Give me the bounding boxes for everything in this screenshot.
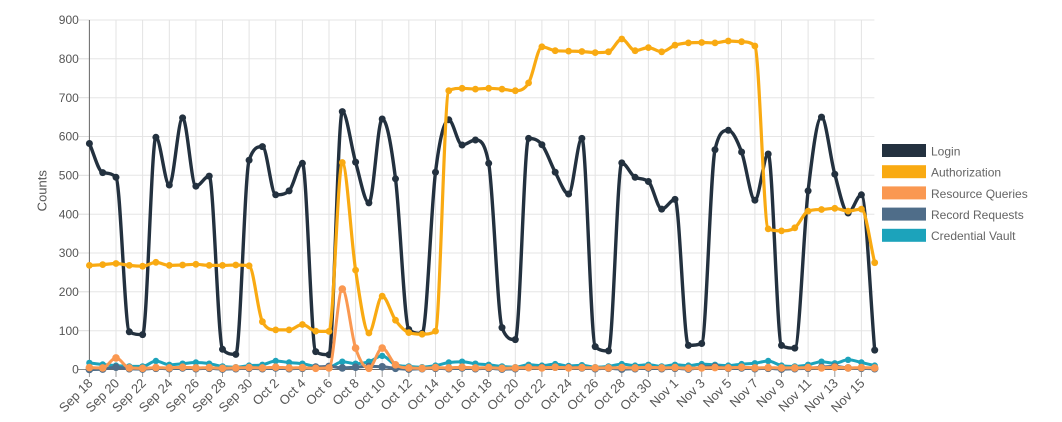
svg-text:900: 900 (59, 13, 79, 27)
svg-text:Counts: Counts (34, 170, 49, 212)
svg-text:Authorization: Authorization (931, 166, 1001, 180)
svg-text:Nov 3: Nov 3 (673, 376, 708, 411)
svg-text:Nov 1: Nov 1 (647, 376, 682, 411)
svg-text:600: 600 (59, 130, 79, 144)
svg-text:300: 300 (59, 246, 79, 260)
svg-text:700: 700 (59, 91, 79, 105)
svg-text:Login: Login (931, 144, 960, 158)
svg-text:Oct 2: Oct 2 (249, 376, 282, 409)
svg-text:Credential Vault: Credential Vault (931, 229, 1016, 243)
svg-text:200: 200 (59, 285, 79, 299)
svg-text:100: 100 (59, 324, 79, 338)
svg-text:Oct 6: Oct 6 (303, 376, 336, 409)
svg-text:800: 800 (59, 52, 79, 66)
svg-text:Oct 4: Oct 4 (276, 376, 309, 409)
svg-text:Nov 5: Nov 5 (700, 376, 735, 411)
svg-text:500: 500 (59, 169, 79, 183)
svg-text:Nov 7: Nov 7 (726, 376, 761, 411)
svg-text:400: 400 (59, 207, 79, 221)
svg-text:0: 0 (72, 363, 79, 377)
svg-text:Record Requests: Record Requests (931, 208, 1024, 222)
svg-text:Resource Queries: Resource Queries (931, 187, 1028, 201)
